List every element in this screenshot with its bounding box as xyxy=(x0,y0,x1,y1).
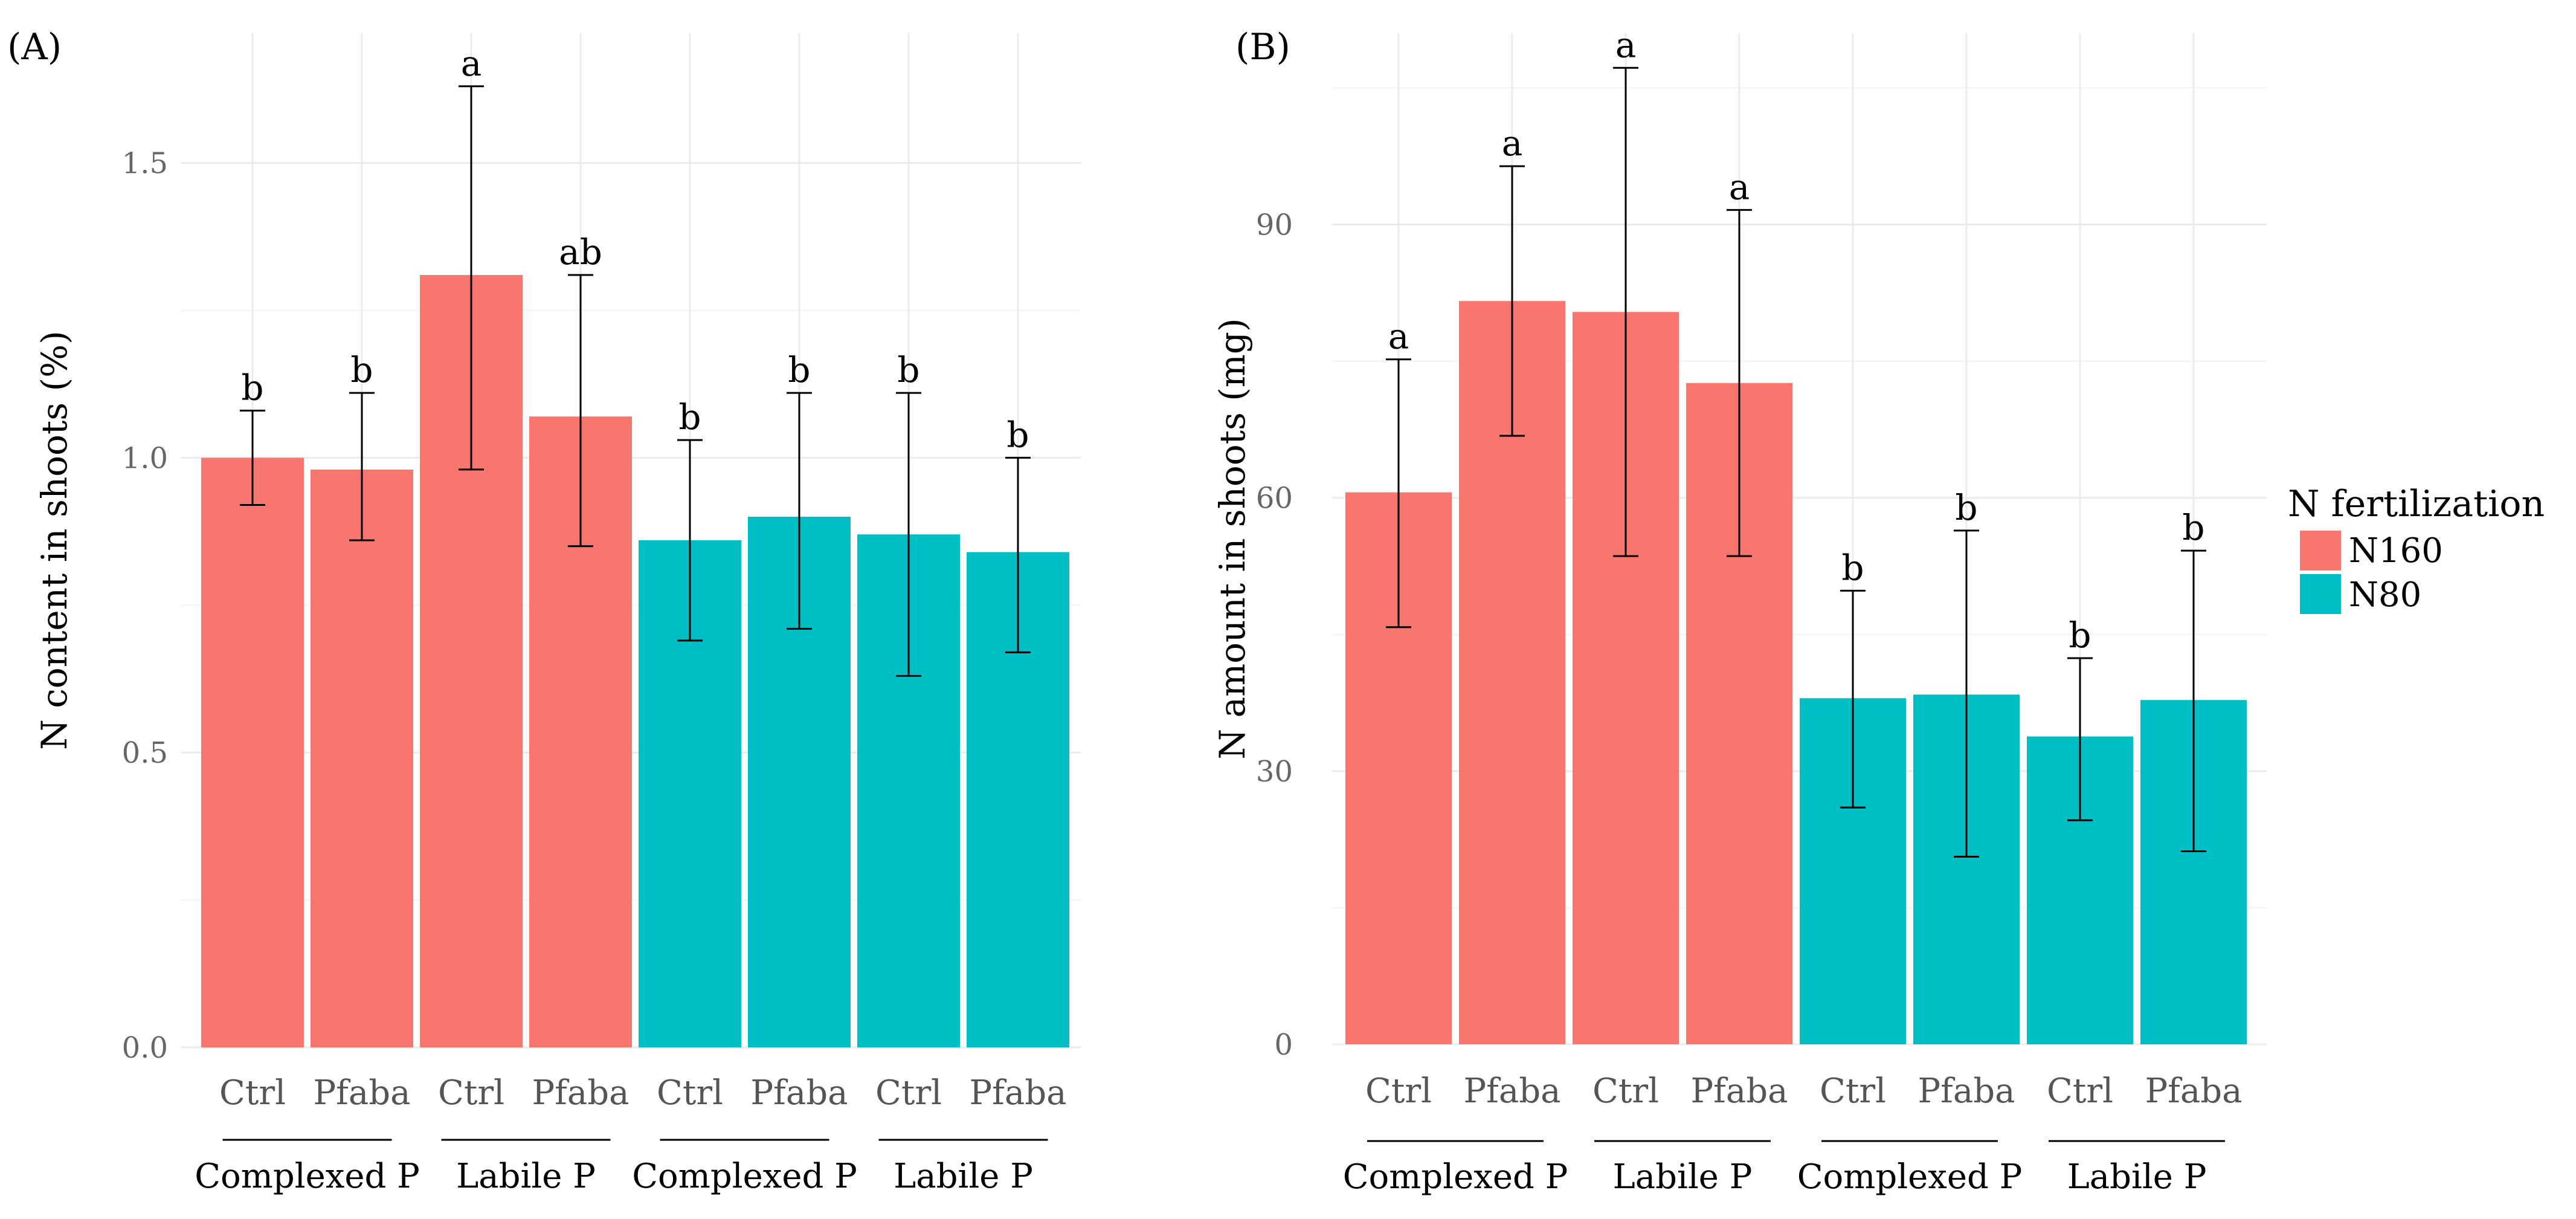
panel-a-xtick-label-0: Ctrl xyxy=(219,1073,286,1113)
panel-b-group-label-3: Labile P xyxy=(2067,1157,2207,1197)
panel-b-group-label-2: Complexed P xyxy=(1797,1157,2023,1197)
panel-b-xtick-label-0: Ctrl xyxy=(1365,1072,1432,1111)
panel-a-label: (A) xyxy=(7,26,62,68)
panel-b-xtick-label-7: Pfaba xyxy=(2145,1072,2242,1111)
panel-b-xtick-label-2: Ctrl xyxy=(1592,1072,1659,1111)
panel-a-sig-letter-7: b xyxy=(1006,414,1029,455)
panel-b-sig-letter-4: b xyxy=(1841,547,1864,588)
panel-a-xtick-label-1: Pfaba xyxy=(313,1073,410,1113)
panel-a-ytick-label-1: 0.5 xyxy=(122,736,168,770)
panel-b-xtick-label-3: Pfaba xyxy=(1690,1072,1788,1111)
panel-a-xtick-label-3: Pfaba xyxy=(532,1073,629,1113)
panel-a-bar-0 xyxy=(201,458,304,1047)
panel-b-sig-letter-5: b xyxy=(1955,487,1977,528)
panel-a-sig-letter-6: b xyxy=(897,349,919,390)
panel-b-ytick-label-3: 90 xyxy=(1256,209,1293,242)
panel-a-xtick-label-2: Ctrl xyxy=(438,1073,504,1113)
panel-b: 0 30 60 90 a a a a b b b b Ctrl Pfaba Ctrl Pfaba Ctrl Pfa… xyxy=(1212,24,2267,1197)
panel-a-ylabel: N content in shoots (%) xyxy=(34,331,75,750)
panel-a-ytick-label-3: 1.5 xyxy=(122,147,168,181)
panel-b-sig-letter-0: a xyxy=(1388,316,1409,357)
panel-a-sig-letter-4: b xyxy=(678,396,701,438)
panel-a-sig-letter-5: b xyxy=(788,349,810,390)
panel-b-ytick-label-1: 30 xyxy=(1256,755,1293,789)
panel-a-ytick-label-0: 0.0 xyxy=(122,1031,168,1065)
legend: N fertilization N160 N80 xyxy=(2288,483,2545,615)
legend-label-n80: N80 xyxy=(2349,575,2421,615)
panel-b-xtick-label-6: Ctrl xyxy=(2047,1072,2113,1111)
panel-a-group-label-0: Complexed P xyxy=(195,1157,420,1196)
panel-a-group-label-2: Complexed P xyxy=(632,1157,857,1196)
panel-b-sig-letter-3: a xyxy=(1729,166,1750,207)
panel-a-ytick-label-2: 1.0 xyxy=(122,441,168,475)
legend-label-n160: N160 xyxy=(2349,531,2443,571)
panel-a-xtick-label-7: Pfaba xyxy=(969,1073,1066,1113)
panel-a: 0.0 0.5 1.0 1.5 b b a ab b b b b Ctrl Pfaba Ctrl Pfaba C… xyxy=(7,26,1081,1196)
panel-a-sig-letter-3: ab xyxy=(559,231,602,273)
panel-a-bar-1 xyxy=(311,469,413,1047)
panel-b-label: (B) xyxy=(1235,26,1290,68)
panel-a-sig-letter-1: b xyxy=(350,349,373,390)
legend-swatch-n80 xyxy=(2300,574,2341,614)
panel-b-xtick-label-5: Pfaba xyxy=(1918,1072,2015,1111)
panel-b-sig-letter-1: a xyxy=(1502,123,1523,164)
panel-a-xtick-label-6: Ctrl xyxy=(875,1073,942,1113)
panel-b-xtick-label-4: Ctrl xyxy=(1820,1072,1886,1111)
panel-b-group-label-1: Labile P xyxy=(1613,1157,1753,1197)
panel-a-xtick-label-5: Pfaba xyxy=(750,1073,848,1113)
panel-b-sig-letter-7: b xyxy=(2182,507,2204,548)
panel-a-group-label-1: Labile P xyxy=(456,1157,596,1196)
panel-a-sig-letter-0: b xyxy=(241,367,263,408)
legend-swatch-n160 xyxy=(2300,531,2341,571)
panel-b-ytick-label-2: 60 xyxy=(1256,482,1293,516)
panel-a-group-label-3: Labile P xyxy=(894,1157,1033,1196)
legend-title: N fertilization xyxy=(2288,483,2545,525)
panel-b-sig-letter-6: b xyxy=(2069,615,2091,656)
panel-b-group-label-0: Complexed P xyxy=(1343,1157,1568,1197)
panel-a-xtick-label-4: Ctrl xyxy=(657,1073,723,1113)
panel-b-sig-letter-2: a xyxy=(1615,24,1637,65)
panel-b-ylabel: N amount in shoots (mg) xyxy=(1212,318,1253,759)
panel-b-xtick-label-1: Pfaba xyxy=(1463,1072,1560,1111)
panel-a-sig-letter-2: a xyxy=(461,43,482,84)
panel-b-ytick-label-0: 0 xyxy=(1274,1028,1293,1062)
